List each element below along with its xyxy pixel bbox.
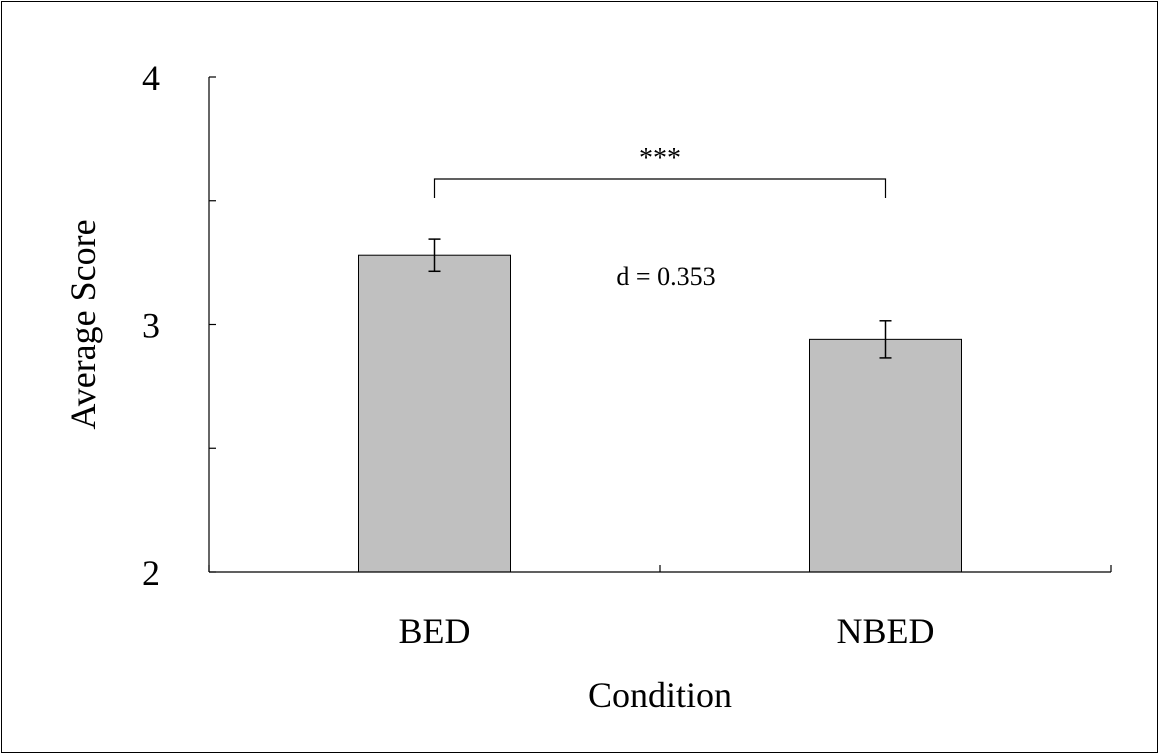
x-axis-title: Condition bbox=[588, 675, 732, 715]
bar-nbed bbox=[809, 338, 962, 573]
y-tick-label: 3 bbox=[142, 306, 160, 346]
error-bar-nbed bbox=[879, 320, 892, 359]
y-tick-label: 4 bbox=[142, 58, 160, 98]
significance-label: *** bbox=[639, 143, 681, 174]
bars-group bbox=[358, 254, 962, 573]
effect-size-label: d = 0.353 bbox=[616, 262, 715, 291]
y-ticks-group: 2 3 4 bbox=[142, 58, 216, 593]
error-bars-group bbox=[428, 238, 892, 359]
y-tick-label: 2 bbox=[142, 553, 160, 593]
x-category-label-bed: BED bbox=[399, 611, 471, 651]
bar-bed bbox=[358, 254, 511, 573]
x-ticks-group: BED NBED bbox=[208, 565, 1112, 651]
significance-bracket-line bbox=[433, 178, 887, 198]
error-bar-bed bbox=[428, 238, 441, 273]
y-axis-title: Average Score bbox=[63, 219, 103, 429]
significance-bracket bbox=[433, 178, 887, 198]
x-category-label-nbed: NBED bbox=[837, 611, 935, 651]
